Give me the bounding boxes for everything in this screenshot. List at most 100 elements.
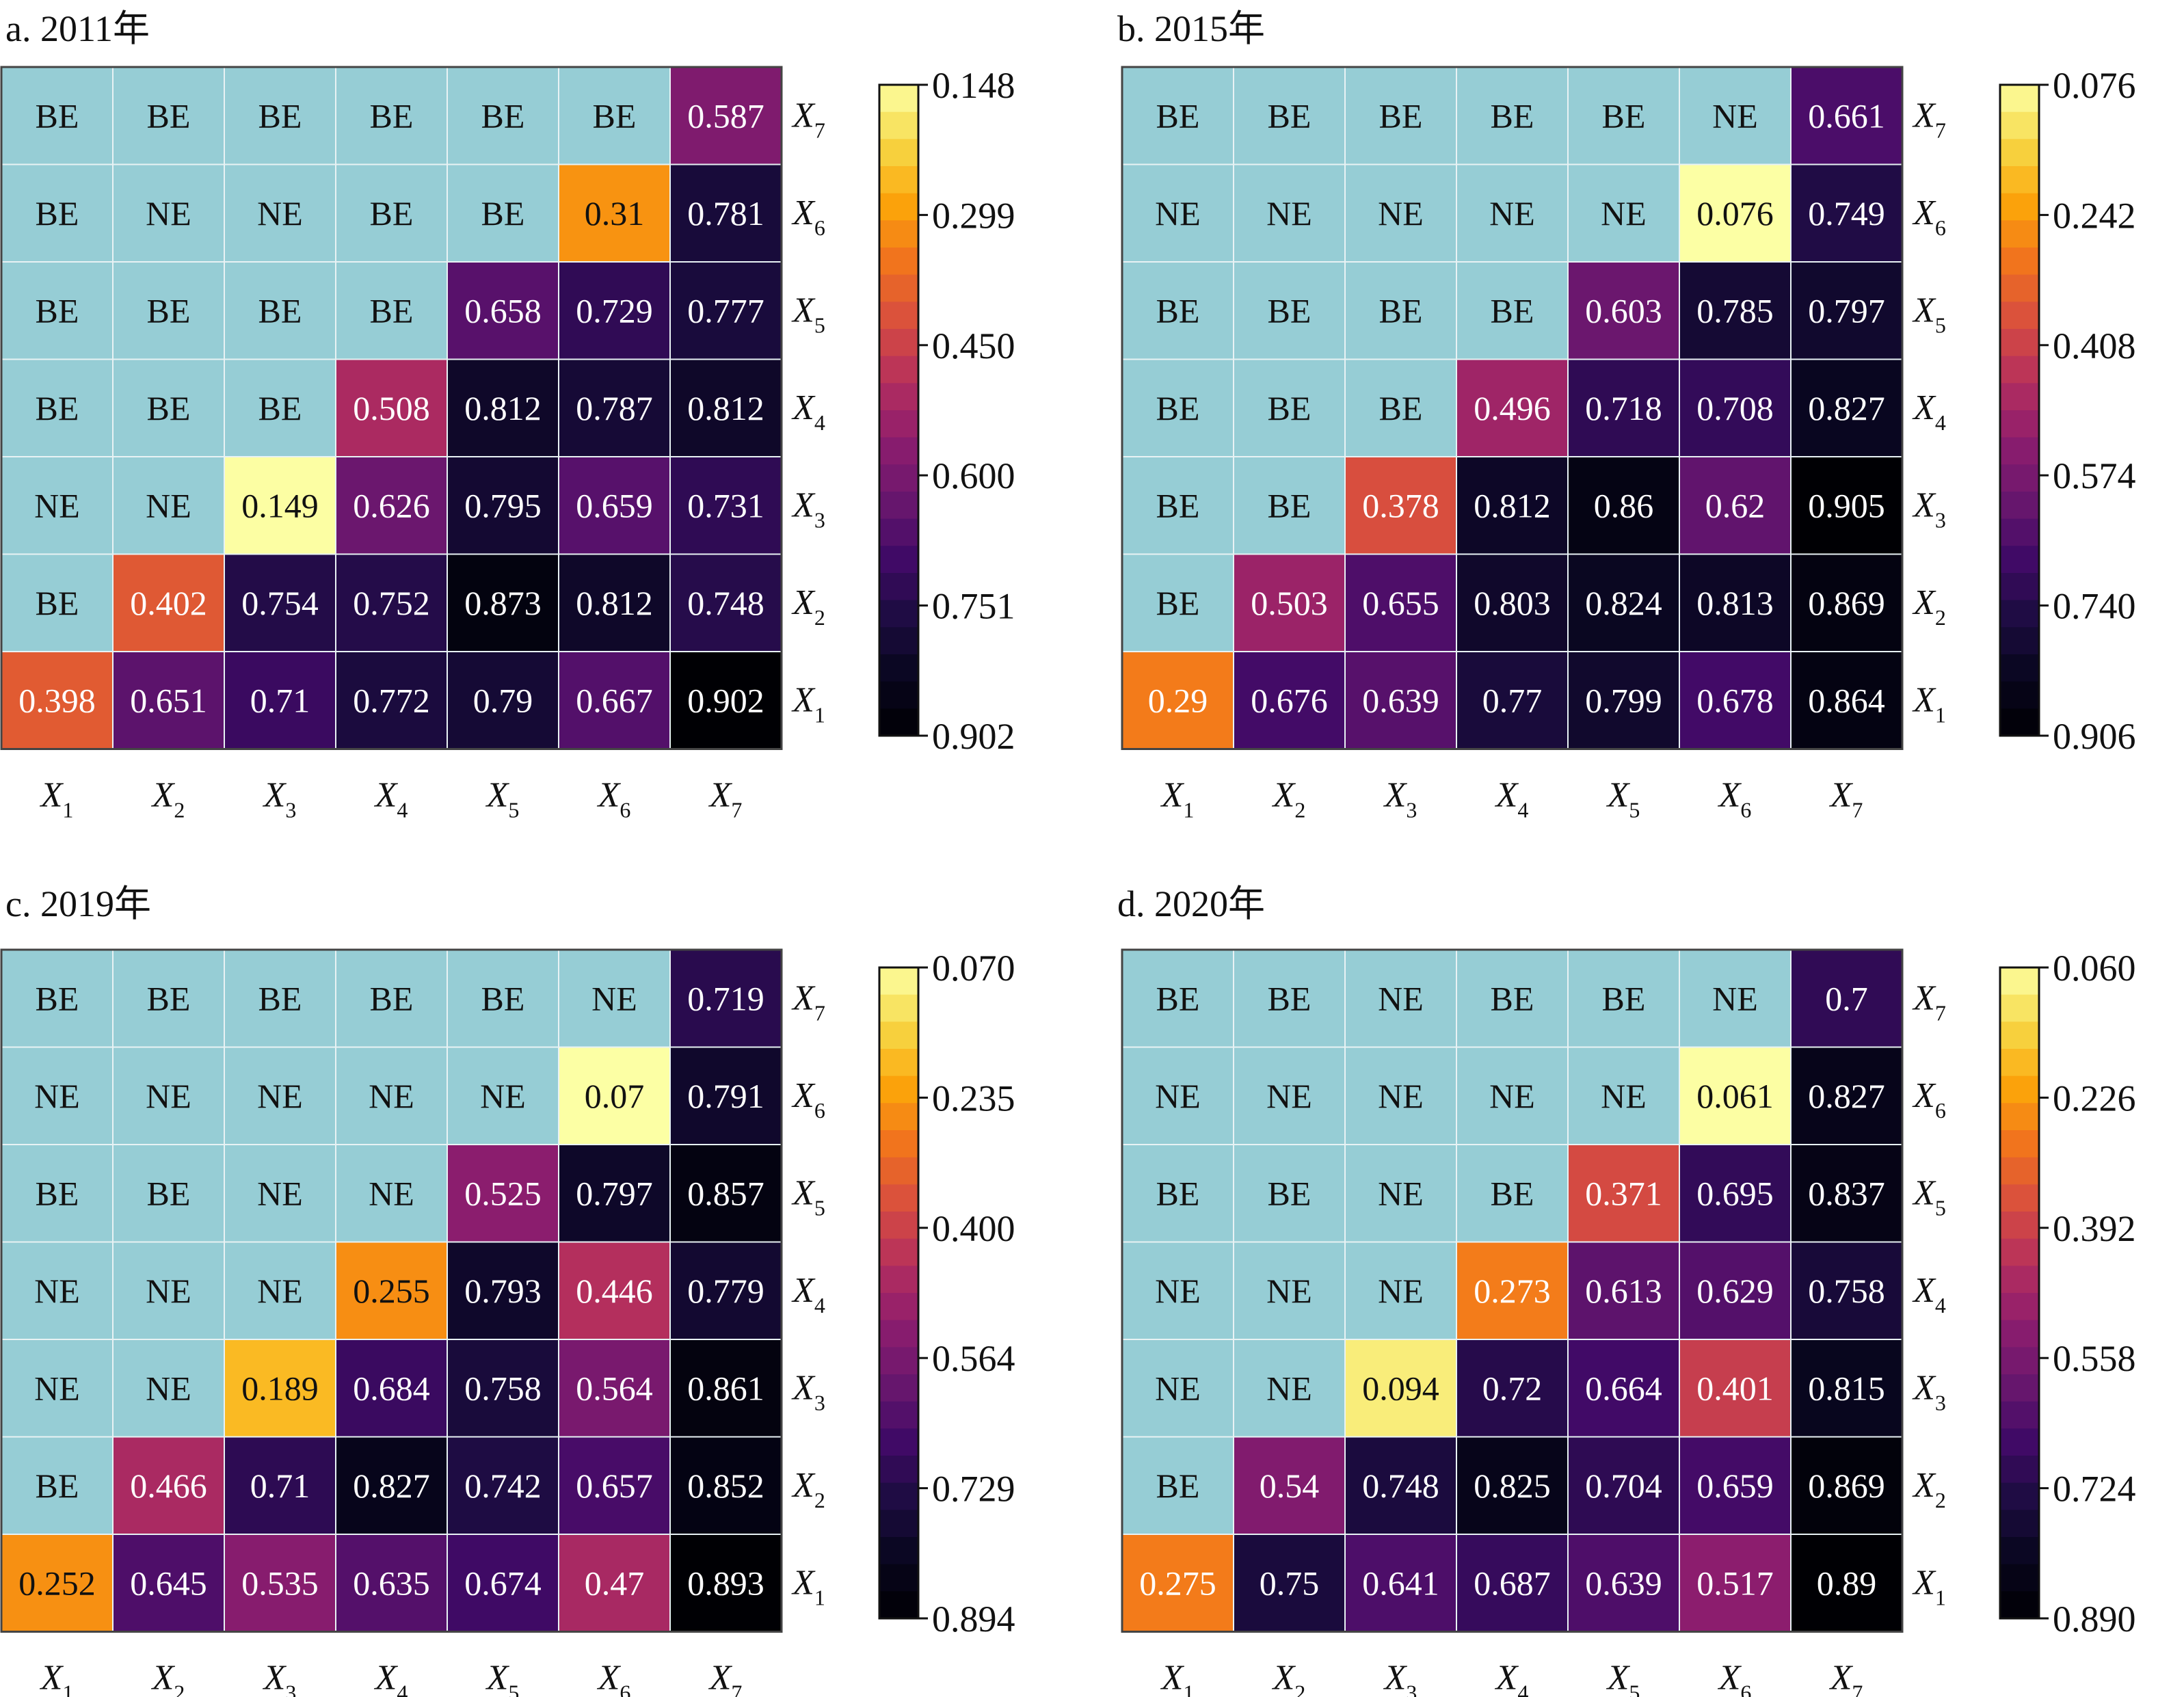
cell-value-text: BE [593,96,637,135]
heatmap-cell-label [1344,1241,1457,1340]
heatmap-cell-label [1344,1046,1457,1145]
y-tick-label: X4 [1912,388,1946,435]
colorbar-segment [879,492,918,520]
cell-value-text: 0.661 [1808,96,1885,135]
colorbar-tick-label: 0.060 [2053,948,2136,989]
heatmap-cell [1344,456,1457,555]
x-tick-label: X1 [40,1659,74,1697]
heatmap-cell [335,1534,448,1633]
y-tick-label: X5 [1912,1173,1946,1220]
cell-value-text: 0.86 [1594,486,1654,524]
cell-value-text: 0.89 [1817,1564,1877,1602]
heatmap-cell [1567,261,1680,360]
cell-value-text: 0.525 [464,1174,542,1212]
y-tick-label: X5 [791,291,825,337]
cell-value-text: NE [1155,1272,1201,1310]
cell-value-text: NE [34,1077,80,1115]
colorbar-tick-label: 0.450 [932,325,1015,366]
x-tick-label: X5 [1606,776,1640,823]
x-tick-label: X7 [708,1659,743,1697]
cell-value-text: 0.639 [1362,681,1439,719]
cell-value-text: 0.635 [353,1564,430,1602]
cell-value-text: NE [146,1272,191,1310]
heatmap-cell [1790,261,1903,360]
cell-value-text: 0.812 [1474,486,1551,524]
colorbar-segment [879,437,918,465]
colorbar-segment [2000,329,2039,357]
heatmap-cell [1121,651,1234,750]
heatmap-cell [1567,1144,1680,1243]
heatmap-cell [1679,358,1792,457]
colorbar-tick-label: 0.902 [932,716,1015,757]
colorbar-segment [879,383,918,411]
colorbar-segment [2000,139,2039,167]
heatmap-cell-label [1344,163,1457,263]
x-tick-label: X1 [1160,1659,1195,1697]
cell-value-text: 0.496 [1474,389,1551,427]
colorbar-segment [879,410,918,438]
colorbar-segment [2000,492,2039,520]
colorbar-segment [2000,708,2039,736]
heatmap-cell [1790,1534,1903,1633]
heatmap-cell [669,1144,782,1243]
cell-value-text: NE [257,194,303,232]
colorbar-segment [2000,1049,2039,1077]
colorbar-segment [879,166,918,194]
cell-value-text: BE [1156,96,1200,135]
cell-value-text: NE [369,1174,414,1212]
y-tick-label: X4 [791,1271,825,1318]
cell-value-text: 0.659 [576,486,653,524]
cell-value-text: 0.754 [241,584,319,622]
y-tick-label: X7 [1912,96,1946,142]
cell-value-text: BE [481,194,525,232]
cell-value-text: 0.275 [1139,1564,1216,1602]
heatmap-cell [335,1241,448,1340]
colorbar-tick-label: 0.751 [932,586,1015,627]
heatmap-cell [1567,1241,1680,1340]
cell-value-text: NE [1266,1369,1312,1407]
heatmap-cell [1790,949,1903,1048]
cell-value-text: 0.785 [1696,291,1774,330]
colorbar-segment [879,573,918,601]
colorbar-segment [879,193,918,221]
colorbar-segment [879,139,918,167]
colorbar-segment [2000,220,2039,248]
cell-value-text: 0.787 [576,389,653,427]
cell-value-text: 0.852 [687,1467,764,1505]
colorbar-tick-label: 0.894 [932,1599,1015,1640]
colorbar-frame [878,966,920,1620]
cell-value-text: 0.252 [18,1564,96,1602]
heatmap-cell [112,1436,225,1535]
colorbar-segment [2000,1212,2039,1240]
colorbar-segment [879,220,918,248]
colorbar-frame [878,83,920,737]
colorbar-segment [879,1591,918,1619]
cell-value-text: 0.861 [687,1369,764,1407]
x-tick-label: X1 [40,776,74,823]
colorbar-segment [879,248,918,276]
cell-value-text: 0.813 [1696,584,1774,622]
y-tick-label: X4 [791,388,825,435]
cell-value-text: BE [1379,389,1423,427]
plot-frame [0,948,783,1633]
y-tick-label: X6 [1912,193,1946,240]
heatmap-cell-label [1,553,114,652]
cell-value-text: 0.398 [18,681,96,719]
colorbar-segment [879,302,918,330]
y-tick-label: X6 [1912,1076,1946,1123]
heatmap-cell [224,1534,336,1633]
colorbar-tick-label: 0.076 [2053,65,2136,106]
colorbar-segment [879,1510,918,1538]
cell-value-text: 0.827 [353,1467,430,1505]
cell-value-text: 0.564 [576,1369,653,1407]
heatmap-cell-label [1233,456,1346,555]
colorbar-tick-label: 0.408 [2053,325,2136,366]
cell-value-text: BE [147,1174,191,1212]
colorbar-segment [2000,1184,2039,1212]
cell-value-text: 0.812 [576,584,653,622]
cell-value-text: BE [1268,486,1311,524]
colorbar-segment [2000,1320,2039,1348]
heatmap-cell-label [1,358,114,457]
cell-value-text: 0.812 [464,389,542,427]
colorbar-segment [2000,627,2039,655]
